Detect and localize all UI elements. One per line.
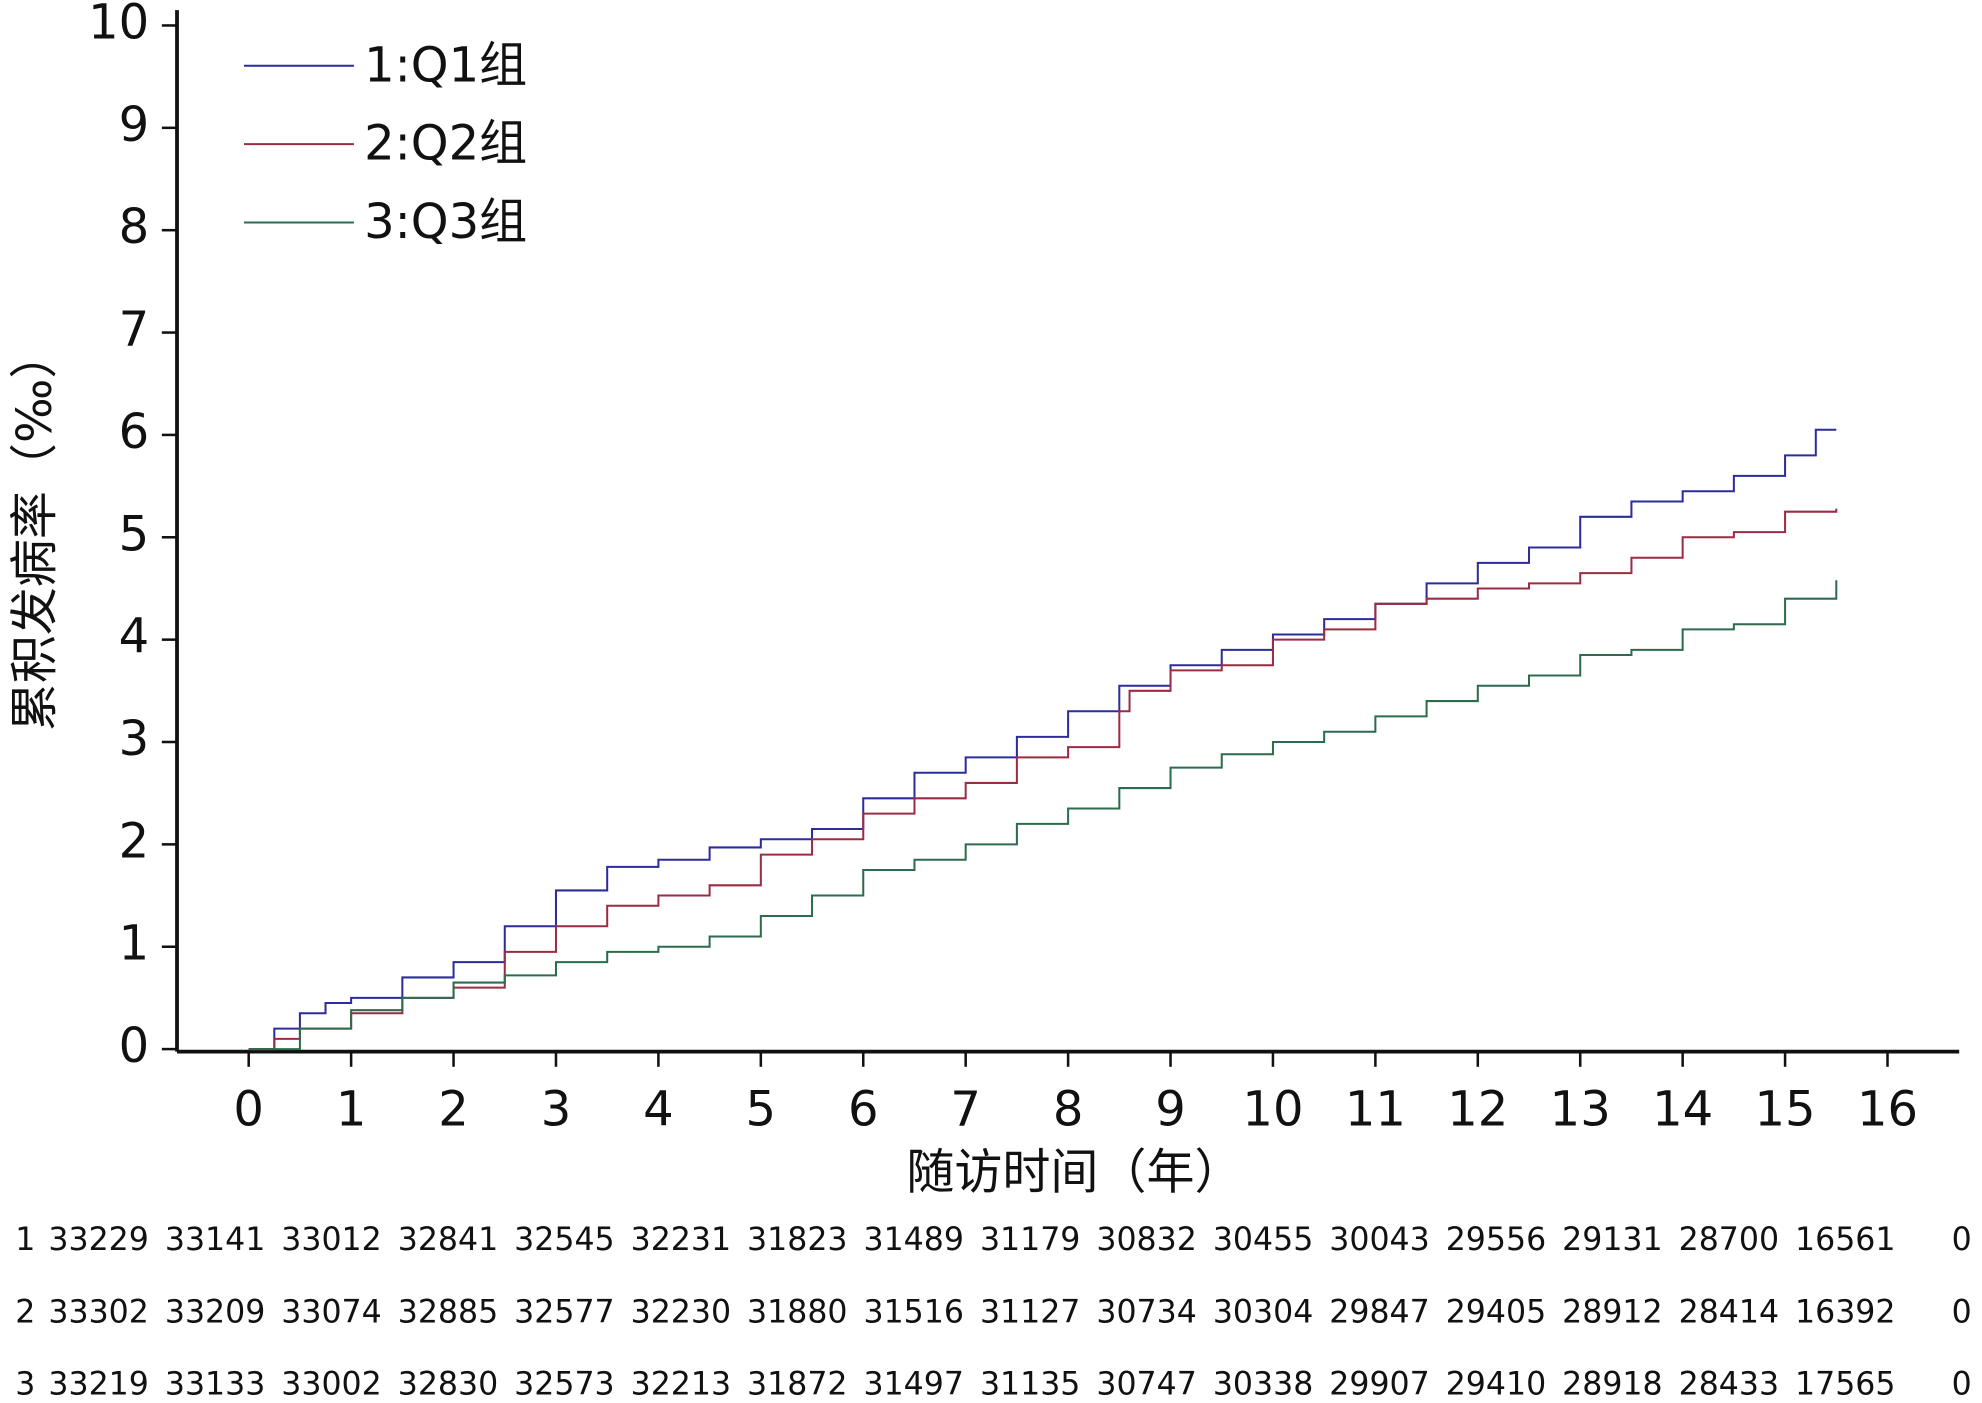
- risk-count: 33012: [281, 1222, 381, 1258]
- risk-row-label: 1: [15, 1222, 35, 1258]
- x-tick-label: 16: [1857, 1081, 1918, 1137]
- risk-count: 30338: [1213, 1366, 1313, 1402]
- risk-count: 28433: [1679, 1366, 1779, 1402]
- risk-count: 29556: [1446, 1222, 1546, 1258]
- risk-count: 0: [1952, 1366, 1972, 1402]
- x-tick-label: 8: [1053, 1081, 1084, 1137]
- risk-count: 17565: [1795, 1366, 1895, 1402]
- risk-row-label: 2: [15, 1294, 35, 1330]
- x-tick-label: 14: [1652, 1081, 1713, 1137]
- x-tick-label: 13: [1550, 1081, 1611, 1137]
- series-line: [248, 508, 1838, 1051]
- risk-count: 28912: [1562, 1294, 1662, 1330]
- risk-count: 29410: [1446, 1366, 1546, 1402]
- x-tick-label: 3: [541, 1081, 572, 1137]
- y-tick-label: 6: [119, 404, 150, 460]
- series-line: [248, 428, 1837, 1051]
- risk-count: 28414: [1679, 1294, 1779, 1330]
- x-tick-label: 1: [336, 1081, 367, 1137]
- risk-count: 30043: [1329, 1222, 1429, 1258]
- risk-count: 29907: [1329, 1366, 1429, 1402]
- x-tick-label: 11: [1345, 1081, 1406, 1137]
- risk-count: 31516: [864, 1294, 964, 1330]
- x-tick-label: 15: [1755, 1081, 1816, 1137]
- risk-count: 31823: [747, 1222, 847, 1258]
- risk-count: 16561: [1795, 1222, 1895, 1258]
- x-axis-title: 随访时间（年）: [906, 1144, 1242, 1200]
- y-tick-label: 9: [119, 97, 150, 153]
- risk-count: 30304: [1213, 1294, 1313, 1330]
- y-tick-label: 10: [88, 0, 149, 50]
- risk-count: 32545: [514, 1222, 614, 1258]
- risk-count: 31127: [980, 1294, 1080, 1330]
- risk-count: 29847: [1329, 1294, 1429, 1330]
- legend-label: 1:Q1组: [364, 37, 527, 93]
- risk-count: 31872: [747, 1366, 847, 1402]
- x-tick-label: 5: [746, 1081, 777, 1137]
- risk-count: 32830: [398, 1366, 498, 1402]
- y-tick-label: 3: [119, 711, 150, 767]
- x-tick-label: 4: [643, 1081, 674, 1137]
- series-line: [248, 580, 1838, 1051]
- risk-count: 30734: [1096, 1294, 1196, 1330]
- risk-row-label: 3: [15, 1366, 35, 1402]
- risk-count: 31497: [864, 1366, 964, 1402]
- risk-count: 30455: [1213, 1222, 1313, 1258]
- risk-count: 33302: [48, 1294, 148, 1330]
- x-tick-label: 9: [1155, 1081, 1186, 1137]
- legend-label: 3:Q3组: [364, 194, 527, 250]
- risk-count: 33002: [281, 1366, 381, 1402]
- risk-count: 29405: [1446, 1294, 1546, 1330]
- risk-count: 32841: [398, 1222, 498, 1258]
- risk-count: 32885: [398, 1294, 498, 1330]
- risk-count: 16392: [1795, 1294, 1895, 1330]
- x-tick-label: 6: [848, 1081, 879, 1137]
- risk-count: 31179: [980, 1222, 1080, 1258]
- risk-count: 33209: [165, 1294, 265, 1330]
- risk-count: 29131: [1562, 1222, 1662, 1258]
- x-tick-label: 10: [1242, 1081, 1303, 1137]
- y-tick-label: 2: [119, 813, 150, 869]
- risk-count: 33219: [48, 1366, 148, 1402]
- risk-count: 33229: [48, 1222, 148, 1258]
- risk-count: 31135: [980, 1366, 1080, 1402]
- y-tick-label: 1: [119, 916, 150, 972]
- legend-label: 2:Q2组: [364, 116, 527, 172]
- risk-count: 30832: [1096, 1222, 1196, 1258]
- risk-count: 28918: [1562, 1366, 1662, 1402]
- y-tick-label: 8: [119, 199, 150, 255]
- y-axis-title: 累积发病率（‰）: [7, 331, 63, 732]
- risk-count: 32573: [514, 1366, 614, 1402]
- y-tick-label: 5: [119, 506, 150, 562]
- x-tick-label: 0: [233, 1081, 264, 1137]
- risk-count: 32230: [631, 1294, 731, 1330]
- risk-count: 31880: [747, 1294, 847, 1330]
- risk-count: 32231: [631, 1222, 731, 1258]
- risk-count: 0: [1952, 1294, 1972, 1330]
- risk-count: 0: [1952, 1222, 1972, 1258]
- risk-count: 31489: [864, 1222, 964, 1258]
- risk-count: 32213: [631, 1366, 731, 1402]
- x-tick-label: 2: [438, 1081, 469, 1137]
- y-tick-label: 0: [119, 1018, 150, 1074]
- y-tick-label: 7: [119, 302, 150, 358]
- risk-count: 33133: [165, 1366, 265, 1402]
- risk-count: 32577: [514, 1294, 614, 1330]
- risk-count: 33074: [281, 1294, 381, 1330]
- risk-count: 28700: [1679, 1222, 1779, 1258]
- risk-count: 30747: [1096, 1366, 1196, 1402]
- y-tick-label: 4: [119, 609, 150, 665]
- risk-count: 33141: [165, 1222, 265, 1258]
- x-tick-label: 12: [1447, 1081, 1508, 1137]
- x-tick-label: 7: [950, 1081, 981, 1137]
